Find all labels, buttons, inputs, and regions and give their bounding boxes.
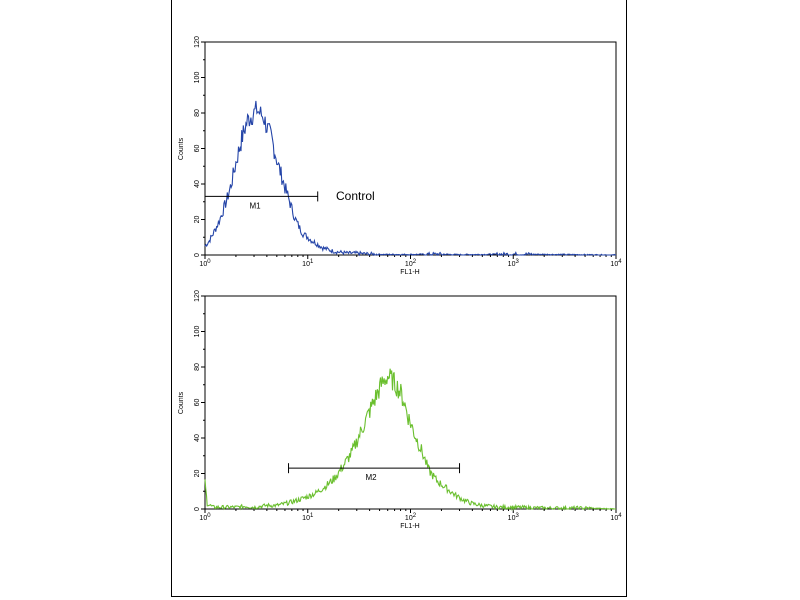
y-tick-label: 120 — [194, 290, 201, 302]
y-tick-label: 20 — [194, 216, 201, 224]
x-tick-label: 103 — [508, 513, 520, 522]
y-axis-title-top: Counts — [178, 137, 185, 160]
y-tick-label: 100 — [194, 72, 201, 84]
x-tick-label: 103 — [508, 259, 520, 268]
marker-m2: M2 — [288, 463, 461, 482]
x-ticks-bottom: 100 101 102 103 104 — [199, 509, 622, 522]
y-tick-label: 40 — [194, 434, 201, 442]
y-ticks-top: 0 20 40 60 80 100 120 — [194, 36, 205, 257]
x-tick-label: 101 — [302, 513, 314, 522]
y-tick-label: 0 — [194, 507, 201, 511]
control-annotation: Control — [336, 189, 375, 203]
x-ticks-top: 100 101 102 103 104 — [199, 255, 622, 268]
figure-frame — [171, 0, 627, 597]
x-tick-label: 104 — [610, 513, 622, 522]
histogram-line-sample — [204, 368, 616, 511]
y-tick-label: 120 — [194, 36, 201, 48]
x-axis-title-bottom: FL1-H — [400, 523, 419, 530]
y-tick-label: 80 — [194, 109, 201, 117]
marker-m2-label: M2 — [365, 473, 377, 482]
histogram-line-control — [204, 100, 616, 257]
marker-m1-label: M1 — [249, 201, 261, 210]
y-tick-label: 40 — [194, 180, 201, 188]
x-tick-label: 100 — [199, 259, 211, 268]
y-tick-label: 0 — [194, 253, 201, 257]
x-tick-label: 104 — [610, 259, 622, 268]
y-tick-label: 20 — [194, 470, 201, 478]
y-tick-label: 80 — [194, 363, 201, 371]
x-tick-label: 101 — [302, 259, 314, 268]
plot-area-top — [204, 41, 617, 256]
y-axis-title-bottom: Counts — [178, 391, 185, 414]
y-tick-label: 60 — [194, 145, 201, 153]
x-tick-label: 102 — [405, 513, 417, 522]
x-axis-title-top: FL1-H — [400, 269, 419, 276]
y-ticks-bottom: 0 20 40 60 80 100 120 — [194, 290, 205, 511]
y-tick-label: 60 — [194, 399, 201, 407]
plot-area-bottom — [204, 295, 617, 510]
y-tick-label: 100 — [194, 326, 201, 338]
marker-m1: M1 — [204, 191, 319, 210]
x-tick-label: 100 — [199, 513, 211, 522]
x-tick-label: 102 — [405, 259, 417, 268]
